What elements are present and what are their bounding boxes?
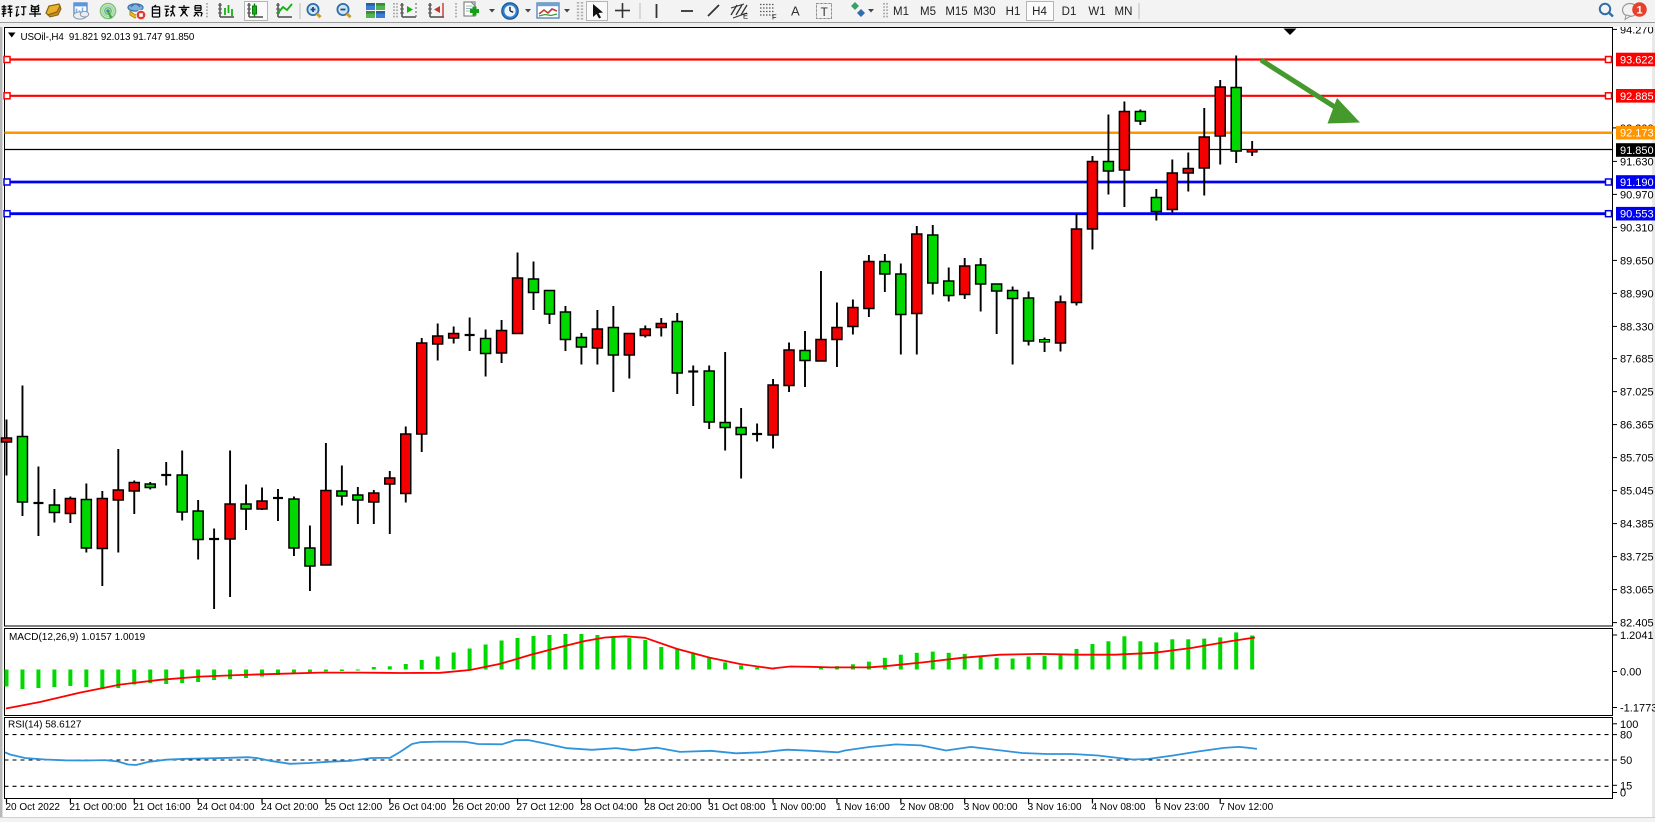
svg-text:3 Nov 00:00: 3 Nov 00:00 (964, 802, 1018, 813)
svg-text:21 Oct 00:00: 21 Oct 00:00 (69, 802, 127, 813)
svg-text:90.553: 90.553 (1620, 209, 1654, 221)
svg-text:0: 0 (1620, 788, 1626, 800)
svg-text:15: 15 (1620, 780, 1632, 792)
svg-text:25 Oct 12:00: 25 Oct 12:00 (325, 802, 383, 813)
svg-text:MN: MN (1115, 6, 1133, 18)
svg-text:85.045: 85.045 (1620, 486, 1654, 498)
svg-text:20 Oct 2022: 20 Oct 2022 (6, 802, 61, 813)
svg-text:91.850: 91.850 (1620, 145, 1654, 157)
svg-text:87.025: 87.025 (1620, 387, 1654, 399)
svg-text:94.270: 94.270 (1620, 24, 1654, 36)
svg-text:24 Oct 20:00: 24 Oct 20:00 (261, 802, 319, 813)
svg-text:4 Nov 08:00: 4 Nov 08:00 (1091, 802, 1145, 813)
svg-text:M5: M5 (920, 6, 936, 18)
svg-text:91.630: 91.630 (1620, 156, 1654, 168)
svg-text:MACD(12,26,9) 1.0157 1.0019: MACD(12,26,9) 1.0157 1.0019 (9, 632, 146, 643)
svg-text:F: F (772, 13, 777, 22)
svg-text:21 Oct 16:00: 21 Oct 16:00 (133, 802, 191, 813)
svg-text:26 Oct 20:00: 26 Oct 20:00 (453, 802, 511, 813)
svg-text:83.065: 83.065 (1620, 585, 1654, 597)
svg-text:93.622: 93.622 (1620, 55, 1654, 67)
svg-text:84.385: 84.385 (1620, 519, 1654, 531)
svg-text:M1: M1 (893, 6, 909, 18)
svg-text:91.190: 91.190 (1620, 177, 1654, 189)
svg-text:24 Oct 04:00: 24 Oct 04:00 (197, 802, 255, 813)
svg-text:88.990: 88.990 (1620, 288, 1654, 300)
svg-text:6 Nov 23:00: 6 Nov 23:00 (1155, 802, 1209, 813)
svg-text:28 Oct 04:00: 28 Oct 04:00 (580, 802, 638, 813)
svg-text:31 Oct 08:00: 31 Oct 08:00 (708, 802, 766, 813)
svg-text:80: 80 (1620, 730, 1632, 742)
svg-text:92.885: 92.885 (1620, 91, 1654, 103)
svg-text:E: E (743, 12, 748, 21)
svg-text:90.310: 90.310 (1620, 222, 1654, 234)
svg-text:A: A (791, 4, 800, 19)
svg-text:100: 100 (1620, 719, 1638, 731)
svg-text:86.365: 86.365 (1620, 420, 1654, 432)
svg-text:M30: M30 (973, 6, 995, 18)
svg-text:26 Oct 04:00: 26 Oct 04:00 (389, 802, 447, 813)
svg-text:28 Oct 20:00: 28 Oct 20:00 (644, 802, 702, 813)
svg-text:W1: W1 (1088, 6, 1105, 18)
svg-text:D1: D1 (1062, 6, 1077, 18)
svg-text:7 Nov 12:00: 7 Nov 12:00 (1219, 802, 1273, 813)
svg-text:2 Nov 08:00: 2 Nov 08:00 (900, 802, 954, 813)
svg-text:-1.1773: -1.1773 (1620, 703, 1655, 715)
svg-text:89.650: 89.650 (1620, 255, 1654, 267)
svg-text:50: 50 (1620, 755, 1632, 767)
svg-text:92.173: 92.173 (1620, 128, 1654, 140)
svg-text:1 Nov 00:00: 1 Nov 00:00 (772, 802, 826, 813)
svg-text:90.970: 90.970 (1620, 189, 1654, 201)
svg-text:0.00: 0.00 (1620, 667, 1641, 679)
svg-text:85.705: 85.705 (1620, 453, 1654, 465)
svg-text:1: 1 (1636, 5, 1642, 17)
svg-text:1.2041: 1.2041 (1620, 630, 1654, 642)
svg-text:82.405: 82.405 (1620, 618, 1654, 630)
svg-text:M15: M15 (945, 6, 967, 18)
svg-text:27 Oct 12:00: 27 Oct 12:00 (517, 802, 575, 813)
svg-text:1 Nov 16:00: 1 Nov 16:00 (836, 802, 890, 813)
svg-text:88.330: 88.330 (1620, 321, 1654, 333)
svg-text:T: T (821, 5, 829, 19)
svg-text:3 Nov 16:00: 3 Nov 16:00 (1028, 802, 1082, 813)
svg-text:83.725: 83.725 (1620, 552, 1654, 564)
svg-text:H1: H1 (1006, 6, 1021, 18)
svg-text:87.685: 87.685 (1620, 354, 1654, 366)
svg-text:USOil-,H4 91.821 92.013 91.74: USOil-,H4 91.821 92.013 91.747 91.850 (21, 32, 195, 43)
svg-text:RSI(14) 58.6127: RSI(14) 58.6127 (8, 720, 82, 731)
svg-text:H4: H4 (1032, 6, 1047, 18)
